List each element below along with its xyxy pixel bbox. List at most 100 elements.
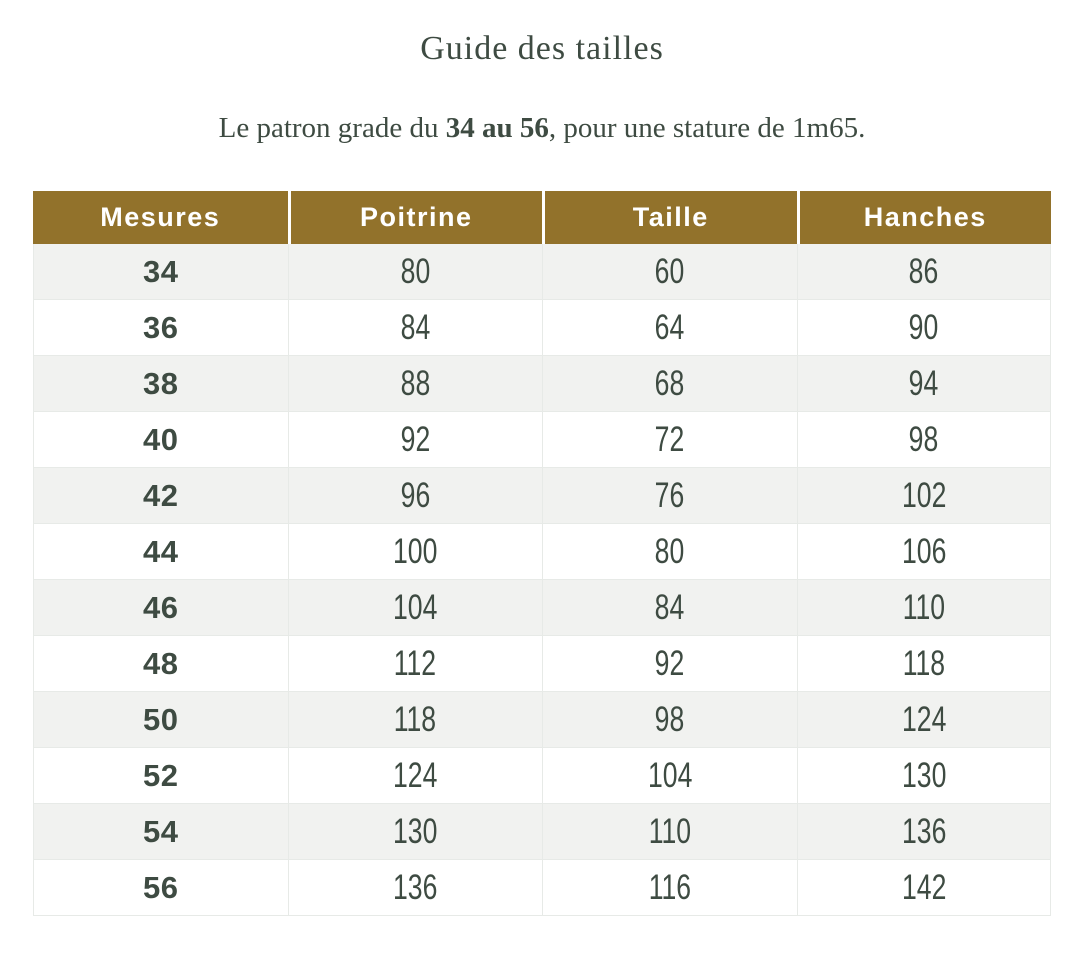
hanches-value: 142 — [901, 867, 946, 907]
taille-cell: 116 — [542, 860, 797, 916]
poitrine-cell: 104 — [287, 580, 542, 636]
taille-value: 98 — [654, 699, 685, 739]
table-row: 54 130 110 136 — [33, 804, 1051, 860]
taille-value: 64 — [654, 307, 685, 347]
poitrine-value: 124 — [393, 755, 438, 795]
poitrine-value: 84 — [400, 307, 431, 347]
column-header-mesures: Mesures — [33, 191, 288, 244]
taille-value: 68 — [654, 363, 685, 403]
size-cell: 52 — [33, 748, 288, 804]
hanches-value: 102 — [901, 475, 946, 515]
taille-value: 84 — [654, 587, 685, 627]
size-cell: 34 — [33, 244, 288, 300]
hanches-value: 98 — [908, 419, 939, 459]
poitrine-value: 88 — [400, 363, 431, 403]
hanches-value: 110 — [902, 587, 945, 627]
hanches-cell: 118 — [796, 636, 1051, 692]
hanches-cell: 124 — [796, 692, 1051, 748]
hanches-cell: 136 — [796, 804, 1051, 860]
poitrine-cell: 88 — [287, 356, 542, 412]
size-cell: 42 — [33, 468, 288, 524]
hanches-cell: 98 — [796, 412, 1051, 468]
poitrine-value: 118 — [394, 699, 437, 739]
hanches-value: 124 — [901, 699, 946, 739]
hanches-value: 86 — [908, 251, 939, 291]
poitrine-cell: 130 — [287, 804, 542, 860]
taille-cell: 68 — [542, 356, 797, 412]
poitrine-cell: 84 — [287, 300, 542, 356]
page-subtitle: Le patron grade du 34 au 56, pour une st… — [0, 112, 1084, 145]
taille-cell: 60 — [542, 244, 797, 300]
poitrine-value: 136 — [393, 867, 438, 907]
table-row: 46 104 84 110 — [33, 580, 1051, 636]
size-table-wrapper: Mesures Poitrine Taille Hanches 34 80 60… — [33, 191, 1051, 916]
poitrine-value: 96 — [400, 475, 431, 515]
table-header-row: Mesures Poitrine Taille Hanches — [33, 191, 1051, 244]
taille-cell: 72 — [542, 412, 797, 468]
hanches-cell: 102 — [796, 468, 1051, 524]
column-header-hanches: Hanches — [796, 191, 1051, 244]
poitrine-cell: 124 — [287, 748, 542, 804]
hanches-value: 130 — [901, 755, 946, 795]
hanches-cell: 142 — [796, 860, 1051, 916]
poitrine-cell: 80 — [287, 244, 542, 300]
taille-value: 72 — [654, 419, 685, 459]
taille-cell: 64 — [542, 300, 797, 356]
taille-cell: 76 — [542, 468, 797, 524]
poitrine-value: 80 — [400, 251, 431, 291]
table-row: 34 80 60 86 — [33, 244, 1051, 300]
table-row: 56 136 116 142 — [33, 860, 1051, 916]
taille-cell: 98 — [542, 692, 797, 748]
page-title: Guide des tailles — [420, 30, 664, 67]
poitrine-cell: 112 — [287, 636, 542, 692]
table-row: 38 88 68 94 — [33, 356, 1051, 412]
hanches-value: 118 — [902, 643, 945, 683]
poitrine-cell: 96 — [287, 468, 542, 524]
size-guide-table: Mesures Poitrine Taille Hanches 34 80 60… — [33, 191, 1051, 916]
poitrine-cell: 118 — [287, 692, 542, 748]
taille-cell: 110 — [542, 804, 797, 860]
size-cell: 40 — [33, 412, 288, 468]
poitrine-cell: 136 — [287, 860, 542, 916]
taille-cell: 80 — [542, 524, 797, 580]
size-cell: 46 — [33, 580, 288, 636]
hanches-value: 106 — [901, 531, 946, 571]
poitrine-value: 112 — [394, 643, 437, 683]
taille-value: 60 — [654, 251, 685, 291]
subtitle-prefix: Le patron grade du — [218, 112, 446, 144]
taille-value: 110 — [648, 811, 691, 851]
table-row: 50 118 98 124 — [33, 692, 1051, 748]
table-row: 40 92 72 98 — [33, 412, 1051, 468]
taille-cell: 92 — [542, 636, 797, 692]
taille-cell: 84 — [542, 580, 797, 636]
subtitle-suffix: , pour une stature de 1m65. — [548, 112, 866, 144]
taille-value: 76 — [654, 475, 685, 515]
taille-value: 80 — [654, 531, 685, 571]
subtitle-size-range: 34 au 56 — [445, 112, 549, 144]
taille-value: 92 — [654, 643, 685, 683]
size-cell: 50 — [33, 692, 288, 748]
poitrine-value: 104 — [393, 587, 438, 627]
size-cell: 48 — [33, 636, 288, 692]
taille-cell: 104 — [542, 748, 797, 804]
hanches-value: 136 — [901, 811, 946, 851]
size-cell: 44 — [33, 524, 288, 580]
poitrine-value: 130 — [393, 811, 438, 851]
table-body: 34 80 60 86 36 84 64 90 38 88 68 94 — [33, 244, 1051, 916]
size-cell: 38 — [33, 356, 288, 412]
table-row: 52 124 104 130 — [33, 748, 1051, 804]
size-cell: 36 — [33, 300, 288, 356]
taille-value: 104 — [647, 755, 692, 795]
hanches-cell: 90 — [796, 300, 1051, 356]
table-row: 36 84 64 90 — [33, 300, 1051, 356]
hanches-cell: 86 — [796, 244, 1051, 300]
poitrine-value: 92 — [400, 419, 431, 459]
column-header-poitrine: Poitrine — [287, 191, 542, 244]
poitrine-value: 100 — [393, 531, 438, 571]
hanches-cell: 110 — [796, 580, 1051, 636]
size-cell: 54 — [33, 804, 288, 860]
hanches-cell: 106 — [796, 524, 1051, 580]
poitrine-cell: 100 — [287, 524, 542, 580]
hanches-cell: 130 — [796, 748, 1051, 804]
